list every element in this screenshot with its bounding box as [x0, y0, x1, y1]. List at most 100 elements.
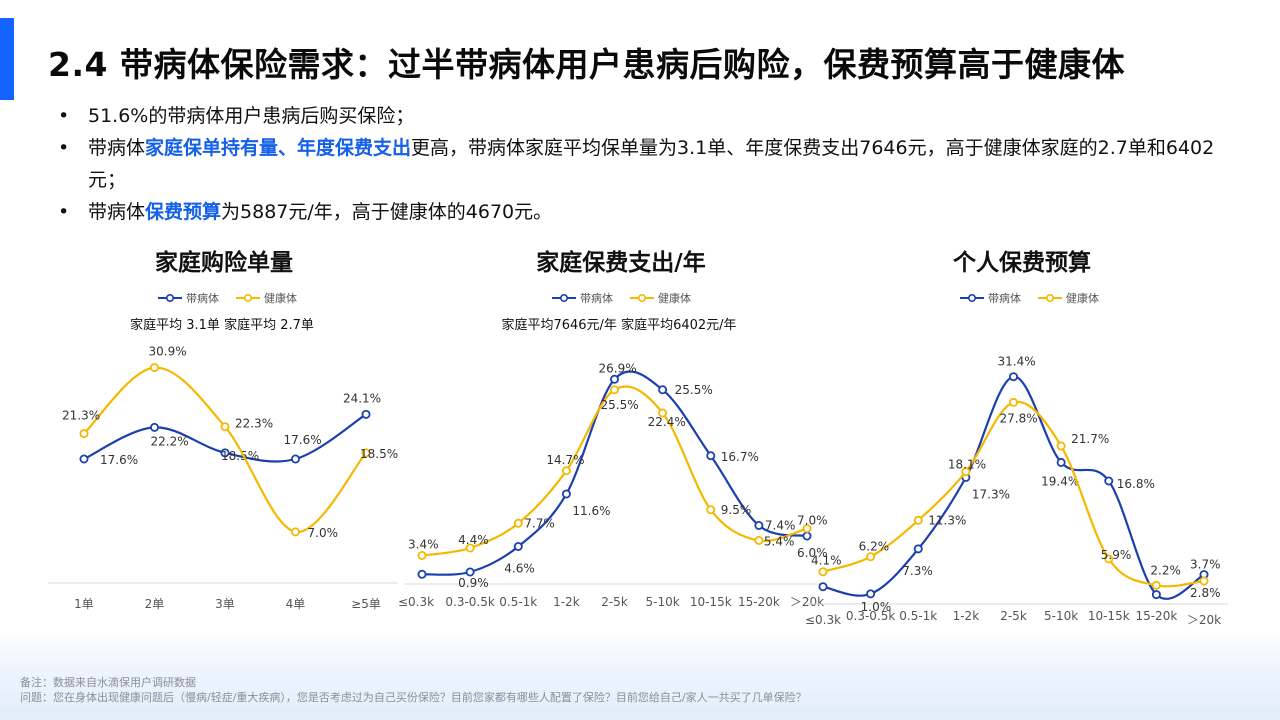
- bullet-item: 51.6%的带病体用户患病后购买保险；: [58, 100, 1218, 132]
- data-point: [754, 521, 764, 531]
- x-tick-label: 10-15k: [690, 595, 732, 609]
- data-label: 7.3%: [902, 564, 933, 578]
- data-label: 25.5%: [675, 383, 713, 397]
- data-label: 26.9%: [599, 361, 637, 375]
- x-tick-label: 4单: [286, 597, 306, 611]
- data-point: [706, 451, 716, 461]
- data-label: 21.3%: [62, 409, 100, 423]
- bullet-text: 更高，带病体家庭平均保单量为3.1单、年度保费支出7646元，高于健康体家庭的2…: [88, 137, 1215, 191]
- data-point: [465, 567, 475, 577]
- data-label: 5.9%: [1101, 548, 1132, 562]
- data-label: 22.3%: [235, 417, 273, 431]
- data-label: 4.6%: [504, 562, 535, 576]
- data-point: [220, 448, 230, 458]
- data-label: 9.5%: [721, 503, 752, 517]
- data-point: [866, 589, 876, 599]
- data-point: [513, 542, 523, 552]
- data-label: 27.8%: [1000, 411, 1038, 425]
- data-label: 17.3%: [972, 487, 1010, 501]
- data-label: 14.7%: [546, 453, 584, 467]
- footnote-source: 备注：数据来自水滴保用户调研数据: [20, 676, 196, 689]
- legend-label: 健康体: [658, 291, 691, 305]
- data-point: [913, 515, 923, 525]
- x-tick-label: 10-15k: [1088, 609, 1130, 623]
- data-label: 6.0%: [797, 546, 828, 560]
- data-point: [818, 567, 828, 577]
- data-point: [220, 422, 230, 432]
- x-tick-label: 0.5-1k: [899, 609, 937, 623]
- legend-swatch-marker: [559, 293, 568, 302]
- data-label: 1.0%: [861, 600, 892, 614]
- chart-title: 家庭保费支出/年: [536, 249, 705, 276]
- data-point: [1151, 590, 1161, 600]
- data-label: 19.4%: [1041, 474, 1079, 488]
- bullet-list: 51.6%的带病体用户患病后购买保险； 带病体家庭保单持有量、年度保费支出更高，…: [58, 100, 1218, 228]
- data-label: 7.0%: [308, 526, 339, 540]
- x-tick-label: 2-5k: [1000, 609, 1027, 623]
- x-tick-label: 5-10k: [646, 595, 680, 609]
- data-label: 7.4%: [765, 519, 796, 533]
- data-point: [802, 531, 812, 541]
- data-label: 3.7%: [1190, 558, 1221, 572]
- data-label: 5.4%: [764, 535, 795, 549]
- legend-swatch-marker: [244, 293, 253, 302]
- data-point: [561, 466, 571, 476]
- data-label: 24.1%: [343, 391, 381, 405]
- x-tick-label: 0.5-1k: [499, 595, 537, 609]
- data-label: 22.4%: [648, 415, 686, 429]
- x-tick-label: 5-10k: [1044, 609, 1078, 623]
- x-tick-label: 15-20k: [738, 595, 780, 609]
- data-point: [1009, 397, 1019, 407]
- x-tick-label: ＞20k: [790, 595, 824, 609]
- data-point: [802, 524, 812, 534]
- x-tick-label: 0.3-0.5k: [846, 609, 895, 623]
- data-point: [79, 429, 89, 439]
- series-line-健康体: [83, 366, 367, 534]
- x-tick-label: ≤0.3k: [805, 613, 841, 627]
- data-point: [818, 582, 828, 592]
- bullet-highlight: 保费预算: [145, 201, 222, 223]
- data-label: 3.4%: [408, 538, 439, 552]
- bullet-item: 带病体家庭保单持有量、年度保费支出更高，带病体家庭平均保单量为3.1单、年度保费…: [58, 132, 1218, 196]
- data-point: [361, 448, 371, 458]
- legend-label: 健康体: [264, 291, 297, 305]
- data-label: 7.7%: [524, 516, 555, 530]
- data-point: [961, 467, 971, 477]
- data-label: 18.1%: [948, 458, 986, 472]
- data-point: [913, 544, 923, 554]
- data-point: [658, 385, 668, 395]
- series-line-带病体: [421, 370, 808, 576]
- bullet-item: 带病体保费预算为5887元/年，高于健康体的4670元。: [58, 196, 1218, 228]
- x-tick-label: ≤0.3k: [398, 595, 434, 609]
- legend-swatch-marker: [166, 293, 175, 302]
- data-point: [1104, 476, 1114, 486]
- data-label: 11.6%: [572, 504, 610, 518]
- x-tick-label: 1-2k: [553, 595, 580, 609]
- data-label: 18.5%: [360, 447, 398, 461]
- data-label: 11.3%: [928, 513, 966, 527]
- data-point: [417, 569, 427, 579]
- average-note: 家庭平均7646元/年 家庭平均6402元/年: [501, 317, 736, 333]
- bullet-highlight: 家庭保单持有量、年度保费支出: [145, 137, 412, 159]
- x-tick-label: 2-5k: [601, 595, 628, 609]
- x-tick-label: 2单: [145, 597, 165, 611]
- title-accent-bar: [0, 18, 14, 100]
- chart-title: 个人保费预算: [953, 249, 1091, 276]
- data-point: [513, 518, 523, 528]
- x-tick-label: 1单: [74, 597, 94, 611]
- data-point: [1199, 570, 1209, 580]
- bullet-text: 为5887元/年，高于健康体的4670元。: [221, 201, 553, 223]
- legend-label: 带病体: [580, 291, 613, 305]
- legend-swatch-marker: [1046, 293, 1055, 302]
- data-point: [866, 552, 876, 562]
- footnote-question: 问题：您在身体出现健康问题后（慢病/轻症/重大疾病），您是否考虑过为自己买份保险…: [20, 691, 807, 704]
- data-point: [610, 374, 620, 384]
- slide-title: 2.4 带病体保险需求：过半带病体用户患病后购险，保费预算高于健康体: [48, 45, 1125, 84]
- series-line-健康体: [822, 400, 1205, 588]
- data-label: 17.6%: [100, 453, 138, 467]
- x-tick-label: ＞20k: [1187, 613, 1221, 627]
- data-label: 21.7%: [1071, 432, 1109, 446]
- data-label: 2.8%: [1190, 586, 1221, 600]
- data-label: 2.2%: [1150, 563, 1181, 577]
- data-label: 16.8%: [1117, 477, 1155, 491]
